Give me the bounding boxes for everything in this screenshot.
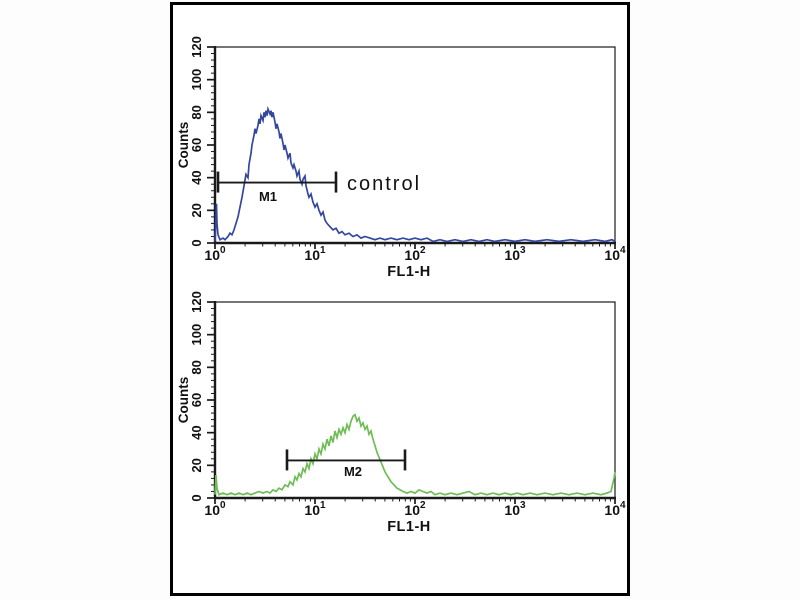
y-tick-label: 40 xyxy=(189,170,204,184)
x-axis-label: FL1-H xyxy=(387,264,431,280)
y-tick-label: 80 xyxy=(189,105,204,119)
y-tick-label: 0 xyxy=(189,239,204,246)
y-tick-label: 120 xyxy=(189,36,204,58)
histogram-curve xyxy=(214,413,616,496)
outer-frame xyxy=(170,2,630,596)
y-tick-label: 20 xyxy=(189,458,204,472)
y-tick-label: 100 xyxy=(189,69,204,91)
y-tick-label: 60 xyxy=(189,138,204,152)
y-tick-label: 80 xyxy=(189,360,204,374)
y-axis-label: Counts xyxy=(176,377,191,424)
y-tick-label: 40 xyxy=(189,425,204,439)
x-axis-label: FL1-H xyxy=(387,519,431,535)
y-tick-label: 0 xyxy=(189,494,204,501)
y-tick-label: 60 xyxy=(189,393,204,407)
y-tick-label: 20 xyxy=(189,203,204,217)
gate-m1-label: M1 xyxy=(259,189,277,204)
control-annotation: control xyxy=(347,173,421,195)
y-axis-label: Counts xyxy=(176,122,191,169)
y-tick-label: 120 xyxy=(189,291,204,313)
gate-m2-label: M2 xyxy=(344,464,362,479)
y-tick-label: 100 xyxy=(189,324,204,346)
